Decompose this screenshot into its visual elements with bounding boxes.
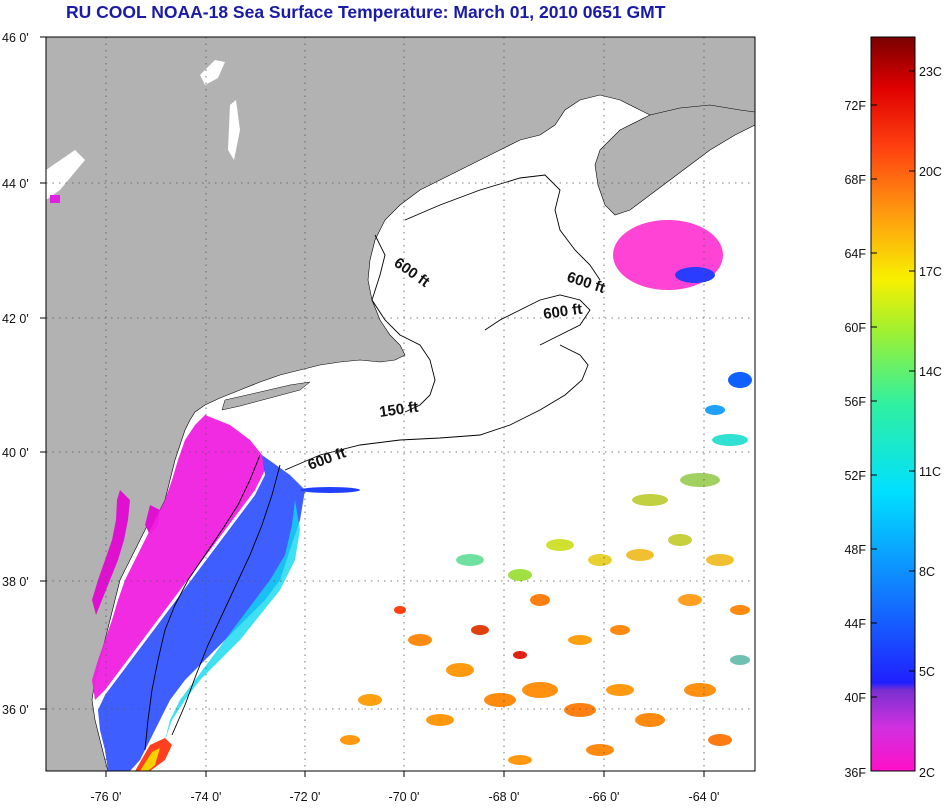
colorbar-c-label: 17C bbox=[919, 265, 942, 279]
depth-label: 600 ft bbox=[542, 301, 583, 323]
sst-blue-nova-scotia bbox=[675, 267, 715, 283]
sst-magenta-small bbox=[50, 195, 60, 203]
tick-marks bbox=[40, 36, 705, 777]
lon-label: -70 0' bbox=[389, 790, 420, 804]
colorbar-c-label: 11C bbox=[919, 465, 941, 479]
lat-label: 36 0' bbox=[2, 703, 29, 717]
lat-label: 42 0' bbox=[2, 312, 29, 326]
colorbar-c-label: 5C bbox=[919, 665, 935, 679]
sst-coastal-magenta bbox=[92, 415, 265, 700]
lat-label: 40 0' bbox=[2, 446, 29, 460]
depth-contours bbox=[144, 174, 601, 751]
graticule bbox=[46, 37, 755, 771]
lake-3 bbox=[46, 150, 85, 200]
lat-label: 44 0' bbox=[2, 177, 29, 191]
colorbar-f-label: 72F bbox=[844, 99, 866, 113]
sst-warm-tip-yellow bbox=[140, 748, 160, 771]
colorbar-f-label: 64F bbox=[844, 247, 866, 261]
lake-2 bbox=[228, 100, 240, 160]
land-nova-scotia bbox=[594, 104, 755, 216]
lon-label: -66 0' bbox=[589, 790, 620, 804]
sst-shelf-cyan bbox=[165, 500, 300, 740]
land-long-island bbox=[221, 381, 311, 411]
lon-label: -64 0' bbox=[689, 790, 720, 804]
map-frame bbox=[45, 36, 756, 772]
colorbar-f-label: 48F bbox=[844, 543, 866, 557]
lake-1 bbox=[200, 60, 225, 85]
lat-label: 46 0' bbox=[2, 31, 29, 45]
land-mainland bbox=[46, 37, 755, 771]
lon-label: -74 0' bbox=[191, 790, 222, 804]
colorbar-f-label: 40F bbox=[844, 691, 866, 705]
colorbar-c-label: 8C bbox=[919, 565, 935, 579]
colorbar-c-label: 14C bbox=[919, 365, 942, 379]
bay-chesapeake bbox=[92, 490, 130, 615]
colorbar-c-label: 20C bbox=[919, 165, 942, 179]
depth-label: 150 ft bbox=[378, 399, 419, 421]
colorbar-f-label: 52F bbox=[844, 469, 866, 483]
colorbar-f-label: 60F bbox=[844, 321, 866, 335]
colorbar-c-label: 23C bbox=[919, 65, 942, 79]
colorbar-f-label: 44F bbox=[844, 617, 866, 631]
lat-label: 38 0' bbox=[2, 575, 29, 589]
sst-offshore-patches bbox=[300, 372, 752, 765]
colorbar-f-label: 56F bbox=[844, 395, 866, 409]
map-title: RU COOL NOAA-18 Sea Surface Temperature:… bbox=[66, 2, 666, 22]
lon-label: -72 0' bbox=[290, 790, 321, 804]
colorbar-f-label: 68F bbox=[844, 173, 866, 187]
colorbar-c-label: 2C bbox=[919, 766, 935, 780]
lon-label: -76 0' bbox=[91, 790, 122, 804]
bay-delaware bbox=[145, 505, 160, 535]
colorbar-gradient bbox=[870, 36, 916, 772]
colorbar: 72F 68F 64F 60F 56F 52F 48F 44F 40F 36F … bbox=[844, 36, 942, 780]
colorbar-f-label: 36F bbox=[844, 766, 866, 780]
sst-shelf-blue bbox=[98, 455, 305, 771]
lon-label: -68 0' bbox=[489, 790, 520, 804]
